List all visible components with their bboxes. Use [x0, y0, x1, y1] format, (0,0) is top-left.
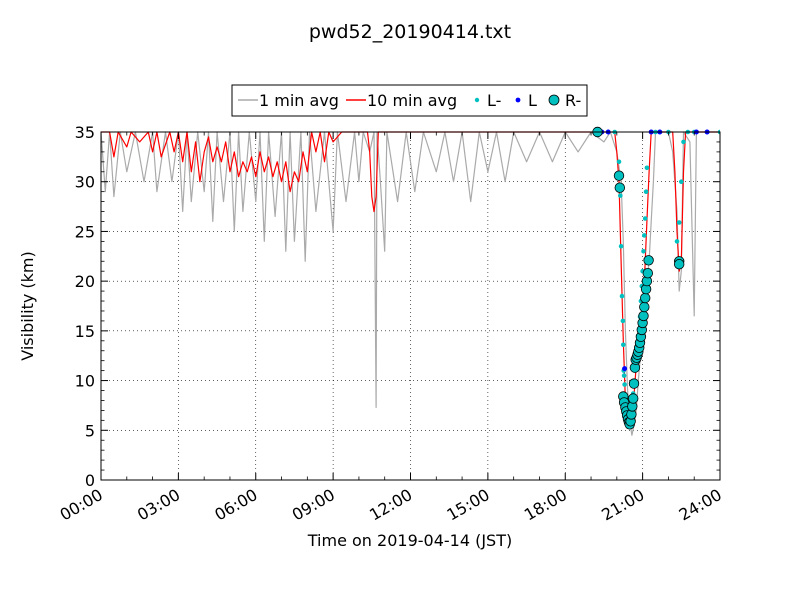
plot-area	[100, 126, 721, 481]
chart-title: pwd52_20190414.txt	[309, 21, 511, 43]
legend-entry-1min: 1 min avg	[238, 91, 339, 110]
data-point-l	[641, 249, 646, 254]
data-point-r	[639, 301, 650, 313]
legend-box	[231, 84, 588, 117]
data-point-r	[628, 378, 640, 389]
y-tick-label: 35	[75, 123, 95, 142]
data-point-l	[642, 216, 648, 221]
data-point-l	[642, 233, 647, 238]
data-point-l	[644, 165, 650, 171]
data-point-l	[622, 366, 628, 372]
legend-swatch-l-minus	[474, 97, 480, 103]
data-point-l	[681, 139, 686, 145]
legend-entry-l: L	[515, 91, 537, 110]
legend-entry-r-minus: R-	[548, 91, 581, 110]
data-point-r	[642, 268, 654, 279]
data-point-r	[640, 292, 651, 304]
legend-label-1min: 1 min avg	[259, 91, 339, 110]
data-point-l	[622, 382, 627, 387]
data-point-l	[679, 179, 684, 184]
y-axis: 0 5 10 15 20 25 30 35	[75, 123, 95, 490]
data-point-l	[643, 189, 649, 194]
y-tick-label: 0	[85, 471, 95, 490]
data-point-l	[621, 373, 627, 378]
data-point-l	[619, 293, 625, 299]
data-point-r	[614, 182, 626, 193]
data-point-l	[676, 220, 682, 225]
legend-entry-l-minus: L-	[474, 91, 501, 110]
y-tick-label: 30	[75, 173, 95, 192]
legend-label-l: L	[528, 91, 537, 110]
data-point-r	[674, 259, 685, 270]
legend-swatch-l	[515, 97, 521, 103]
data-point-r	[638, 310, 649, 322]
data-point-r	[613, 170, 625, 181]
data-point-r	[643, 255, 654, 266]
x-axis-label: Time on 2019-04-14 (JST)	[307, 531, 512, 550]
data-point-l	[618, 193, 623, 198]
legend-label-l-minus: L-	[487, 91, 501, 110]
data-point-l	[620, 318, 626, 324]
axis-ticks	[100, 131, 721, 481]
data-point-l	[616, 159, 622, 165]
legend-label-r-minus: R-	[565, 91, 581, 110]
legend: 1 min avg 10 min avg L- L R-	[231, 84, 588, 117]
y-tick-label: 15	[75, 322, 95, 341]
y-axis-label: Visibility (km)	[18, 251, 37, 360]
y-tick-label: 5	[85, 421, 95, 440]
y-tick-label: 10	[75, 372, 95, 391]
data-point-l	[674, 239, 680, 244]
legend-entry-10min: 10 min avg	[346, 91, 457, 110]
y-tick-label: 20	[75, 272, 95, 291]
y-tick-label: 25	[75, 222, 95, 241]
data-point-r	[628, 393, 639, 404]
data-point-l	[618, 244, 624, 249]
legend-swatch-r-minus	[548, 94, 560, 106]
series-r	[592, 126, 685, 430]
series-layer	[101, 126, 720, 436]
data-point-l	[621, 342, 626, 348]
legend-label-10min: 10 min avg	[367, 91, 457, 110]
